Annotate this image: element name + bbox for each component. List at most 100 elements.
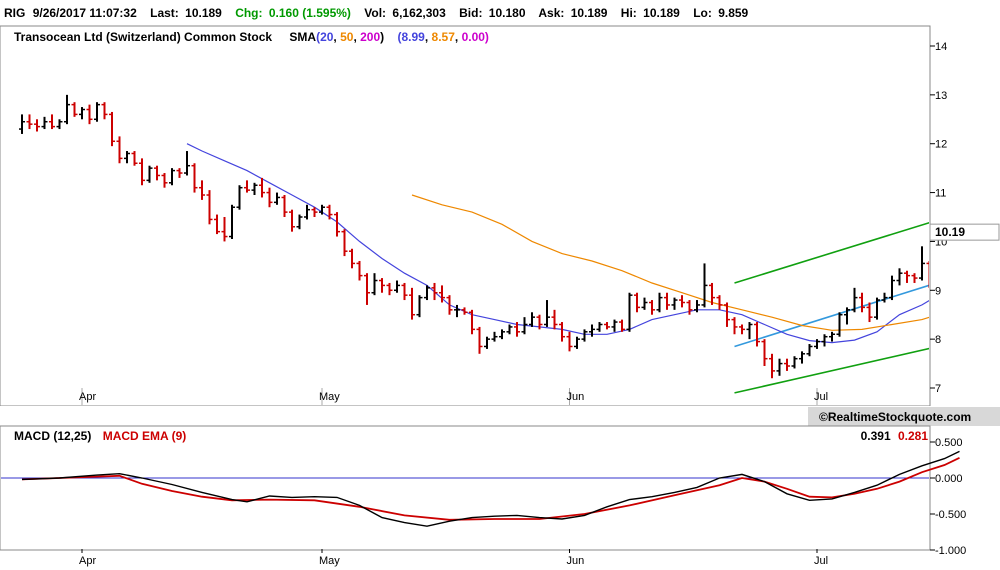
- ohlc-bar: [791, 356, 798, 369]
- macd-ema-label: MACD EMA (9): [103, 429, 187, 443]
- last-price-label: 10.19: [935, 225, 965, 239]
- sma-paren-open: (: [316, 30, 320, 44]
- price-y-tick-label: 9: [935, 285, 941, 297]
- header-chg: 0.160 (1.595%): [269, 6, 351, 20]
- watermark: ©RealtimeStockquote.com: [819, 410, 971, 424]
- price-month-label: Apr: [79, 391, 96, 403]
- ohlc-bar: [619, 319, 625, 332]
- ohlc-bar: [56, 119, 63, 130]
- ohlc-bar: [821, 334, 828, 347]
- ohlc-bar: [109, 111, 115, 147]
- ohlc-bar: [671, 297, 678, 310]
- ohlc-bar: [319, 204, 325, 215]
- ohlc-bar: [919, 246, 925, 281]
- ohlc-bar: [649, 300, 655, 315]
- ohlc-bar: [439, 285, 445, 303]
- ohlc-bar: [881, 292, 888, 303]
- header-symbol: RIG: [4, 6, 25, 20]
- ohlc-bar: [356, 260, 363, 281]
- header-lo: 9.859: [718, 6, 748, 20]
- price-y-tick-label: 7: [935, 383, 941, 395]
- ohlc-bar: [416, 295, 423, 318]
- ohlc-bar: [776, 358, 783, 376]
- ohlc-bar: [139, 158, 145, 186]
- ohlc-bar: [221, 217, 228, 242]
- header-hi: 10.189: [643, 6, 680, 20]
- ohlc-bar: [686, 300, 693, 315]
- ohlc-bar: [86, 104, 93, 125]
- macd-month-label: Apr: [79, 555, 96, 567]
- ohlc-bar: [244, 180, 250, 193]
- ohlc-bar: [829, 331, 835, 342]
- ohlc-bar: [251, 182, 258, 196]
- sma-sep-2: ,: [353, 30, 360, 44]
- price-month-label: May: [319, 391, 340, 403]
- ohlc-bar: [926, 260, 929, 288]
- macd-y-tick-label: 0.500: [935, 437, 963, 449]
- price-y-tick-label: 12: [935, 139, 947, 151]
- ohlc-bar: [866, 302, 873, 323]
- ohlc-bar: [536, 314, 543, 330]
- ohlc-bar: [326, 204, 333, 220]
- ohlc-bar: [26, 114, 33, 130]
- price-x-axis: AprMayJunJulAugSep: [79, 388, 828, 405]
- ohlc-bar: [799, 351, 805, 364]
- ohlc-bar: [259, 177, 265, 198]
- ohlc-bar: [446, 295, 453, 315]
- ohlc-bar: [499, 329, 505, 340]
- header-lo-label: Lo:: [693, 6, 712, 20]
- stock-title: Transocean Ltd (Switzerland) Common Stoc…: [14, 30, 272, 44]
- ohlc-bar: [184, 151, 190, 176]
- ohlc-bar: [604, 322, 610, 330]
- ohlc-bar: [529, 312, 535, 327]
- ohlc-bar: [701, 263, 708, 308]
- ohlc-bar: [476, 326, 483, 354]
- macd-month-label: May: [319, 555, 340, 567]
- macd-chart: [1, 450, 960, 527]
- ohlc-bar: [874, 297, 880, 320]
- ohlc-bar: [296, 214, 303, 230]
- sma-vsep-1: ,: [425, 30, 432, 44]
- sma-values-open: (: [398, 30, 402, 44]
- ohlc-bar: [679, 295, 685, 308]
- ohlc-bar: [761, 339, 768, 367]
- ohlc-bar: [611, 319, 618, 332]
- ohlc-bar: [469, 309, 475, 335]
- ohlc-bar: [281, 195, 288, 217]
- header-last-label: Last:: [150, 6, 179, 20]
- ohlc-bar: [454, 304, 460, 318]
- ohlc-bar: [859, 292, 865, 313]
- ohlc-bar: [551, 309, 558, 330]
- ohlc-bar: [746, 322, 753, 340]
- sma200-period: 200: [360, 30, 380, 44]
- price-y-tick-label: 8: [935, 334, 941, 346]
- ohlc-bar: [424, 285, 430, 301]
- price-x-axis-strip: [0, 406, 1000, 426]
- ohlc-bar: [289, 209, 295, 232]
- header-bid-label: Bid:: [459, 6, 482, 20]
- price-legend: Transocean Ltd (Switzerland) Common Stoc…: [14, 30, 489, 44]
- macd-y-tick-label: 0.000: [935, 473, 963, 485]
- macd-legend: MACD (12,25) MACD EMA (9): [14, 429, 186, 443]
- sma-label: SMA: [289, 30, 316, 44]
- header-bar: [0, 0, 1000, 26]
- sma50-period: 50: [340, 30, 354, 44]
- header-ask: 10.189: [571, 6, 608, 20]
- macd-month-label: Jul: [814, 555, 828, 567]
- ohlc-bar: [656, 292, 663, 313]
- price-panel: [0, 25, 931, 407]
- ohlc-bar: [124, 151, 130, 164]
- price-y-tick-label: 11: [935, 188, 946, 200]
- price-chart: [19, 94, 929, 394]
- ohlc-bar: [236, 185, 243, 210]
- ohlc-bar: [401, 282, 408, 301]
- ohlc-bar: [754, 322, 760, 347]
- ohlc-bar: [626, 292, 633, 332]
- sma200-value: 0.00: [462, 30, 486, 44]
- ohlc-bar: [506, 324, 513, 335]
- ohlc-bar: [724, 302, 730, 327]
- macd-label: MACD (12,25): [14, 429, 91, 443]
- ohlc-bar: [274, 192, 280, 205]
- ohlc-bar: [544, 300, 550, 327]
